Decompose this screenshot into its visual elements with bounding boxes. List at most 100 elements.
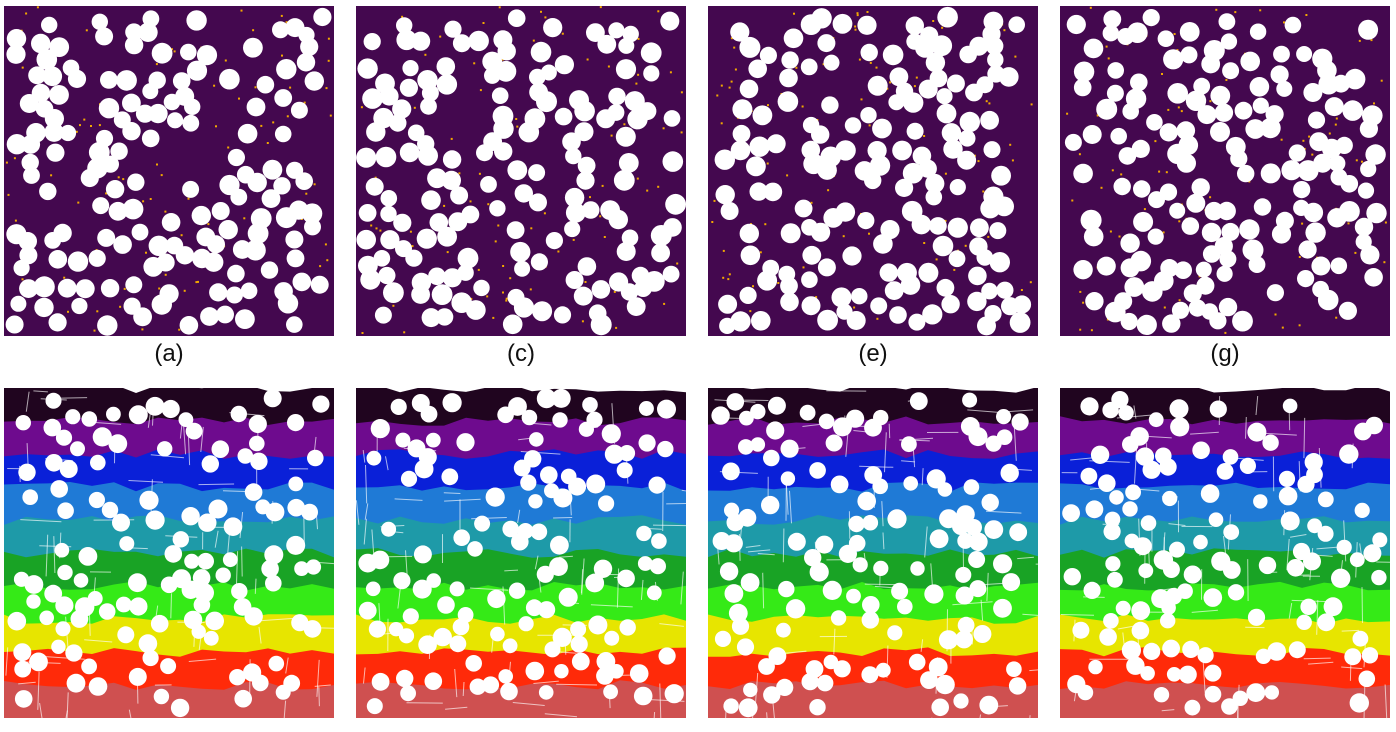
tracer-dot [458,172,461,175]
particle [1265,105,1284,124]
particle [651,533,667,549]
particle [482,676,500,694]
particle [981,282,998,300]
tracer-dot [637,73,640,76]
particle [55,429,73,446]
particle [411,272,432,293]
particle [59,460,78,478]
tracer-dot [326,259,329,262]
particle [218,220,238,240]
particle [1242,239,1264,261]
particle [1209,400,1227,418]
particle [530,253,548,271]
particle [380,230,400,250]
particle [227,264,245,283]
tracer-dot [572,238,575,241]
particle [28,66,46,85]
particle [637,556,653,571]
tracer-dot [1011,159,1014,162]
segment-boundary [1117,625,1135,630]
tracer-dot [1111,169,1114,172]
particle [296,53,316,72]
particle [203,630,219,646]
particle [613,169,635,191]
tracer-dot [1354,251,1357,254]
particle [208,499,228,519]
particle [732,99,753,120]
particle [1307,111,1326,129]
tracer-dot [83,118,86,121]
tracer-dot [584,281,587,283]
particle [1133,211,1154,232]
particle [457,607,474,623]
tracer-dot [1107,57,1110,60]
particle [13,259,30,277]
particle [418,635,437,654]
particle [618,445,636,462]
particle [615,59,637,80]
tracer-dot [1105,45,1108,48]
segment-boundary [666,502,686,505]
particle [776,678,794,696]
particle [565,202,586,223]
particle [194,583,214,603]
particle [407,124,425,142]
tracer-dot [1162,231,1165,234]
tracer-dot [25,12,28,15]
particle [138,634,158,653]
particle [862,596,880,614]
particle [288,476,304,492]
particle [538,601,556,619]
segment-band [356,417,686,460]
particle [932,235,954,257]
particle [751,311,771,331]
tracer-dot [964,244,967,247]
tracer-dot [63,276,66,279]
particle [1339,444,1359,464]
particle [395,432,411,448]
particle [920,26,939,45]
segment-boundary [1060,614,1095,616]
particle [909,392,928,410]
tracer-dot [1078,153,1081,156]
tracer-dot [1079,328,1082,331]
tracer-dot [856,12,859,15]
segment-boundary [33,390,48,393]
tracer-dot [720,122,723,125]
particle [46,143,65,162]
particle [1162,490,1178,507]
particle [244,607,263,626]
particle [139,490,159,510]
segment-band [1060,647,1390,691]
segment-boundary [362,450,366,463]
tracer-dot [215,125,217,128]
particle [785,599,806,619]
tracer-dot [529,288,532,291]
particle [1202,245,1221,263]
particle [1125,484,1141,501]
segment-boundary [884,432,887,473]
particle [192,569,211,587]
particle [371,672,390,691]
tracer-dot [1301,222,1304,225]
particle [418,145,438,166]
tracer-dot [492,316,495,319]
particle [492,105,514,127]
particle [1234,101,1253,120]
particle [937,482,953,497]
particle [650,225,672,246]
tracer-dot [613,290,616,293]
particle [780,439,799,458]
particle [1103,522,1121,541]
particle [182,114,200,132]
particle [601,424,621,444]
particle [1184,699,1201,716]
particle [598,495,615,512]
particle [719,317,736,334]
tracer-dot [1225,79,1228,81]
particle [844,117,862,134]
tracer-dot [767,104,769,107]
particle [1169,202,1186,219]
particle [1354,502,1370,518]
particle [1131,139,1150,158]
